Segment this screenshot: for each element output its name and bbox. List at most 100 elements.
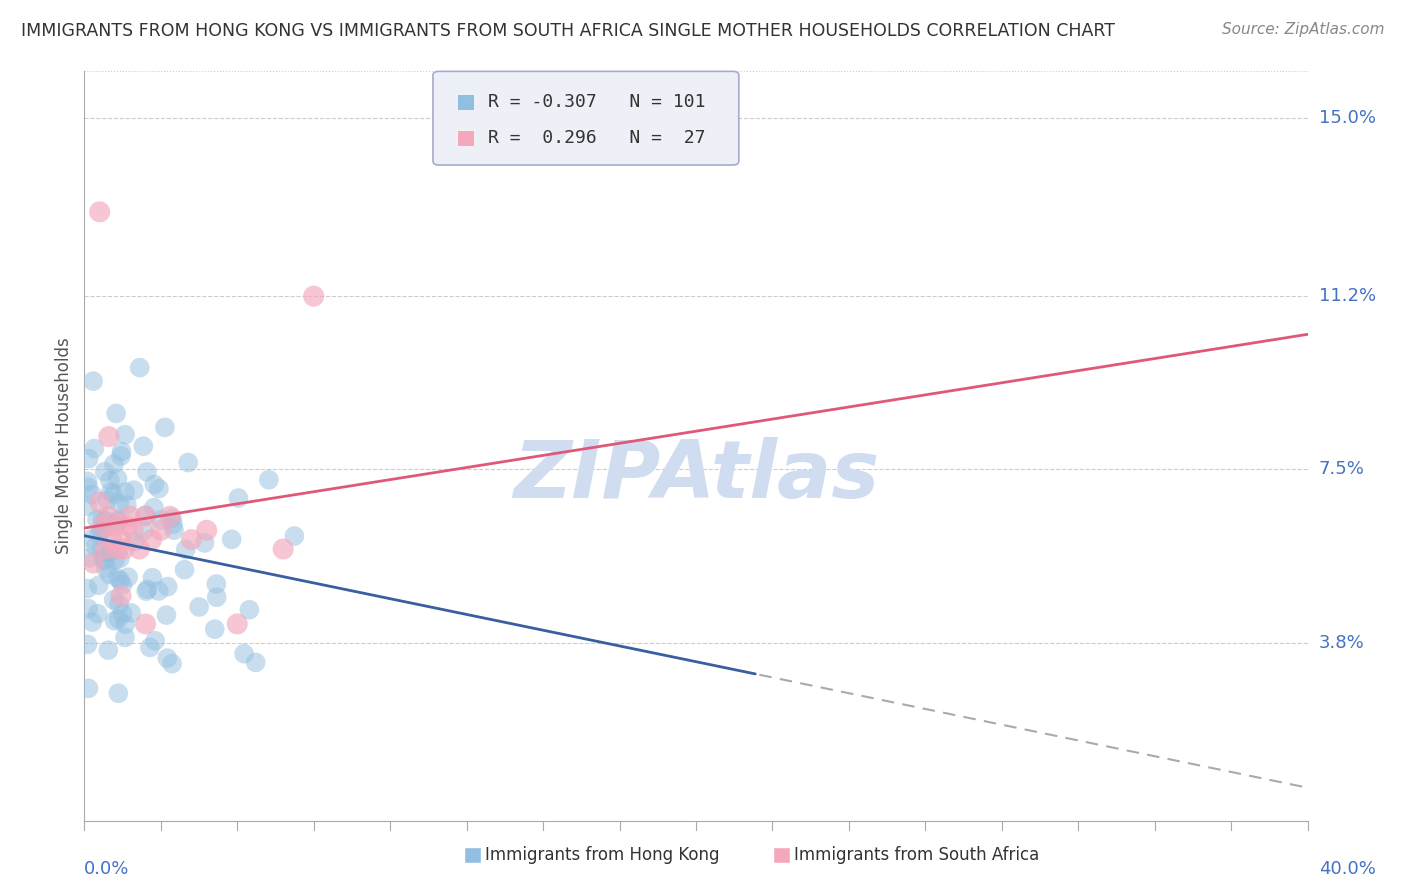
Point [117,570,139,584]
Point [112,541,135,557]
Point [114,631,136,645]
Point [177,456,200,470]
Point [111,607,134,621]
Text: ZIPAtlas: ZIPAtlas [513,437,879,515]
Y-axis label: Single Mother Households: Single Mother Households [55,338,73,554]
Point [107,514,129,528]
Point [96,493,118,508]
Text: IMMIGRANTS FROM HONG KONG VS IMMIGRANTS FROM SOUTH AFRICA SINGLE MOTHER HOUSEHOL: IMMIGRANTS FROM HONG KONG VS IMMIGRANTS … [21,22,1115,40]
Point [101,533,124,547]
Point [97,430,120,444]
Point [82,532,104,546]
Point [114,484,136,499]
Point [173,563,195,577]
Point [156,651,179,665]
Point [98,546,121,560]
Point [107,472,129,486]
Point [82,488,104,502]
Point [83,556,105,570]
Point [148,584,170,599]
Point [188,599,211,614]
Point [195,523,218,537]
Point [94,541,117,557]
Point [97,509,120,524]
Point [110,449,132,463]
Text: R =  0.296   N =  27: R = 0.296 N = 27 [488,129,706,147]
Text: Source: ZipAtlas.com: Source: ZipAtlas.com [1222,22,1385,37]
Point [139,640,162,655]
Point [221,533,243,547]
Point [141,571,163,585]
Point [97,643,120,657]
Point [98,474,121,488]
Point [87,578,110,592]
Point [174,542,197,557]
Point [77,601,100,615]
Point [128,541,150,557]
Point [283,529,305,543]
Point [120,606,142,620]
Point [134,508,156,522]
Text: 0.0%: 0.0% [84,860,129,878]
Point [84,540,107,554]
Point [103,614,125,628]
Point [160,657,183,671]
Point [94,561,117,575]
Point [108,551,131,566]
Point [162,517,184,532]
Text: 3.8%: 3.8% [1319,633,1364,652]
Point [135,584,157,599]
Point [122,523,145,537]
FancyBboxPatch shape [457,94,474,111]
Point [76,475,98,489]
Point [86,512,108,526]
Point [132,524,155,538]
Point [107,686,129,700]
Point [108,496,131,510]
Point [89,204,111,219]
Point [93,522,115,536]
Point [302,289,325,303]
Point [115,498,138,512]
Point [136,582,159,597]
Point [110,533,132,547]
Point [114,617,136,632]
Point [91,518,114,533]
Text: 15.0%: 15.0% [1319,109,1375,128]
Point [76,582,98,596]
Point [103,592,125,607]
Point [128,360,150,375]
Point [107,612,129,626]
Point [136,465,159,479]
Point [107,513,129,527]
Point [100,485,122,500]
FancyBboxPatch shape [457,130,474,146]
Point [76,637,98,651]
Point [132,439,155,453]
Text: 7.5%: 7.5% [1319,460,1365,478]
Point [135,617,157,632]
Point [90,524,112,538]
Point [108,574,131,588]
Point [105,406,128,420]
Point [105,571,128,585]
Point [122,483,145,497]
Point [103,487,125,501]
Point [149,523,172,537]
Point [111,578,134,592]
Text: Immigrants from Hong Kong: Immigrants from Hong Kong [485,847,720,864]
Point [142,500,165,515]
Text: 40.0%: 40.0% [1319,860,1375,878]
Point [114,427,136,442]
Point [143,477,166,491]
Point [156,580,179,594]
Point [79,550,101,565]
Point [91,551,114,566]
Point [204,622,226,636]
Point [124,534,146,549]
FancyBboxPatch shape [433,71,738,165]
Point [107,541,129,557]
Point [226,617,249,632]
Point [89,495,111,509]
Point [76,499,98,513]
